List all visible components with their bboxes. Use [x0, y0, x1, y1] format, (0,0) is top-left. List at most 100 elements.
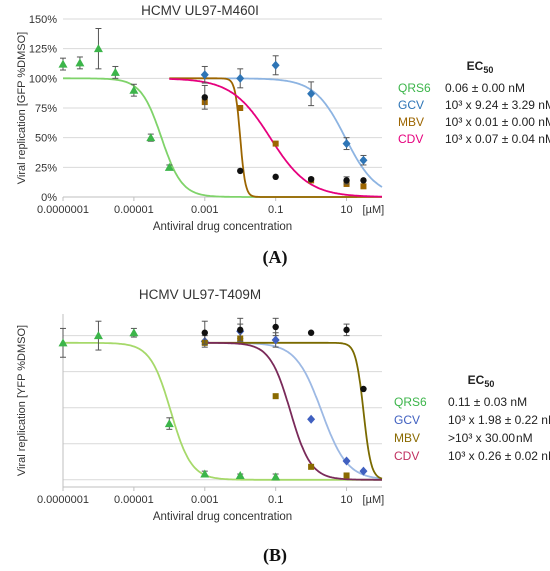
x-axis-label: Antiviral drug concentration	[153, 221, 292, 233]
curve-gcv	[204, 341, 383, 480]
data-point	[359, 155, 368, 165]
curve-mbv	[204, 341, 383, 480]
legend-value-cdv: 10³ x 0.26 ± 0.02 nM	[448, 449, 550, 463]
y-tick-label: 100%	[29, 73, 57, 85]
data-point	[146, 133, 156, 142]
data-point	[237, 326, 244, 334]
x-tick-label: 0.001	[191, 204, 219, 216]
legend-name-mbv: MBV	[398, 115, 424, 129]
data-point	[236, 73, 245, 83]
x-tick-label: 0.00001	[114, 204, 154, 216]
data-point	[271, 472, 281, 481]
curve-qrs6	[63, 341, 382, 481]
data-point	[307, 329, 315, 336]
data-point	[164, 419, 174, 428]
legend-value-gcv: 10³ x 1.98 ± 0.22 nM	[448, 413, 550, 427]
series-gcv-points	[200, 323, 368, 476]
gridlines	[63, 18, 382, 198]
x-tick-label: 0.1	[268, 204, 283, 216]
data-point	[308, 463, 315, 470]
series-qrs6-points	[58, 320, 281, 481]
legend: EC50 QRS6 0.06 ± 0.00 nM GCV 10³ x 9.24 ± 3.…	[398, 59, 550, 146]
legend-title: EC50	[468, 373, 495, 389]
data-point	[129, 85, 139, 94]
y-axis-label: Viral replication [YFP %DMSO]	[16, 325, 28, 476]
x-tick-label: 0.0000001	[37, 494, 89, 506]
chart-title: HCMV UL97-M460I	[141, 3, 259, 18]
data-point	[58, 338, 68, 347]
y-tick-label: 0%	[41, 192, 57, 204]
legend-value-gcv: 10³ x 9.24 ± 3.29 nM	[445, 98, 550, 112]
legend-name-cdv: CDV	[394, 449, 419, 463]
series-mbv-points	[201, 99, 367, 190]
y-tick-label: 25%	[35, 162, 57, 174]
legend-name-qrs6: QRS6	[394, 395, 427, 409]
fit-curves	[63, 341, 383, 481]
legend-value-qrs6: 0.06 ± 0.00 nM	[445, 81, 525, 95]
data-point	[360, 183, 367, 190]
data-point	[343, 177, 350, 184]
x-tick-label: 0.0000001	[37, 204, 89, 216]
data-point	[307, 89, 316, 99]
x-unit-label: [µM]	[363, 494, 385, 506]
y-tick-label: 150%	[29, 14, 57, 26]
data-point	[75, 58, 85, 67]
data-point	[359, 466, 368, 476]
x-tick-label: 0.1	[268, 494, 283, 506]
y-axis-label: Viral replication [GFP %DMSO]	[16, 32, 28, 184]
y-tick-label: 125%	[29, 44, 57, 56]
x-tick-label: 0.00001	[114, 494, 154, 506]
data-point	[271, 60, 280, 70]
curve-cdv	[204, 342, 382, 481]
data-point	[342, 456, 351, 466]
data-point	[235, 470, 245, 479]
series-series-points	[201, 317, 367, 393]
data-point	[164, 162, 174, 171]
data-point	[271, 335, 280, 345]
panel-caption-b: (B)	[263, 545, 287, 565]
data-point	[93, 331, 103, 340]
gridlines	[63, 335, 382, 481]
x-axis-label: Antiviral drug concentration	[153, 511, 292, 523]
data-point	[272, 323, 279, 331]
data-point	[200, 469, 210, 478]
legend-title: EC50	[467, 59, 494, 75]
x-unit-label: [µM]	[363, 204, 385, 216]
legend-value-cdv: 10³ x 0.07 ± 0.04 nM	[445, 132, 550, 146]
data-point	[343, 472, 350, 479]
series-qrs6-points	[58, 27, 174, 171]
data-point	[272, 173, 279, 181]
curve-gcv	[204, 77, 383, 188]
data-point	[307, 414, 316, 424]
data-point	[343, 326, 350, 334]
panel-caption-a: (A)	[262, 247, 288, 267]
chart-panel-a: HCMV UL97-M460I 0% 25% 50% 75% 100% 125% 150% 0.…	[16, 3, 550, 233]
data-point	[93, 44, 103, 53]
series-gcv-points	[200, 55, 368, 166]
data-point	[360, 177, 367, 184]
data-point	[237, 167, 244, 175]
data-point	[237, 105, 244, 111]
data-point	[110, 67, 120, 76]
legend-value-mbv: >10³ x 30.00	[448, 431, 515, 445]
legend-name-gcv: GCV	[394, 413, 420, 427]
legend-unit-mbv: nM	[516, 431, 533, 445]
data-point	[342, 139, 351, 149]
chart-title: HCMV UL97-T409M	[139, 287, 261, 302]
data-point	[307, 176, 315, 183]
legend-name-cdv: CDV	[398, 132, 423, 146]
x-tick-label: 10	[340, 204, 352, 216]
data-point	[272, 393, 279, 400]
y-tick-label: 75%	[35, 103, 57, 115]
legend-value-qrs6: 0.11 ± 0.03 nM	[448, 395, 527, 409]
series-series-points	[201, 84, 367, 185]
legend: EC50 QRS6 0.11 ± 0.03 nM GCV 10³ x 1.98 ± 0.…	[394, 373, 550, 463]
data-point	[200, 70, 209, 80]
x-tick-label: 0.001	[191, 494, 219, 506]
data-point	[58, 59, 68, 68]
series-mbv-points	[201, 335, 350, 479]
data-point	[201, 329, 208, 336]
legend-value-mbv: 10³ x 0.01 ± 0.00 nM	[445, 115, 550, 129]
legend-name-mbv: MBV	[394, 431, 420, 445]
